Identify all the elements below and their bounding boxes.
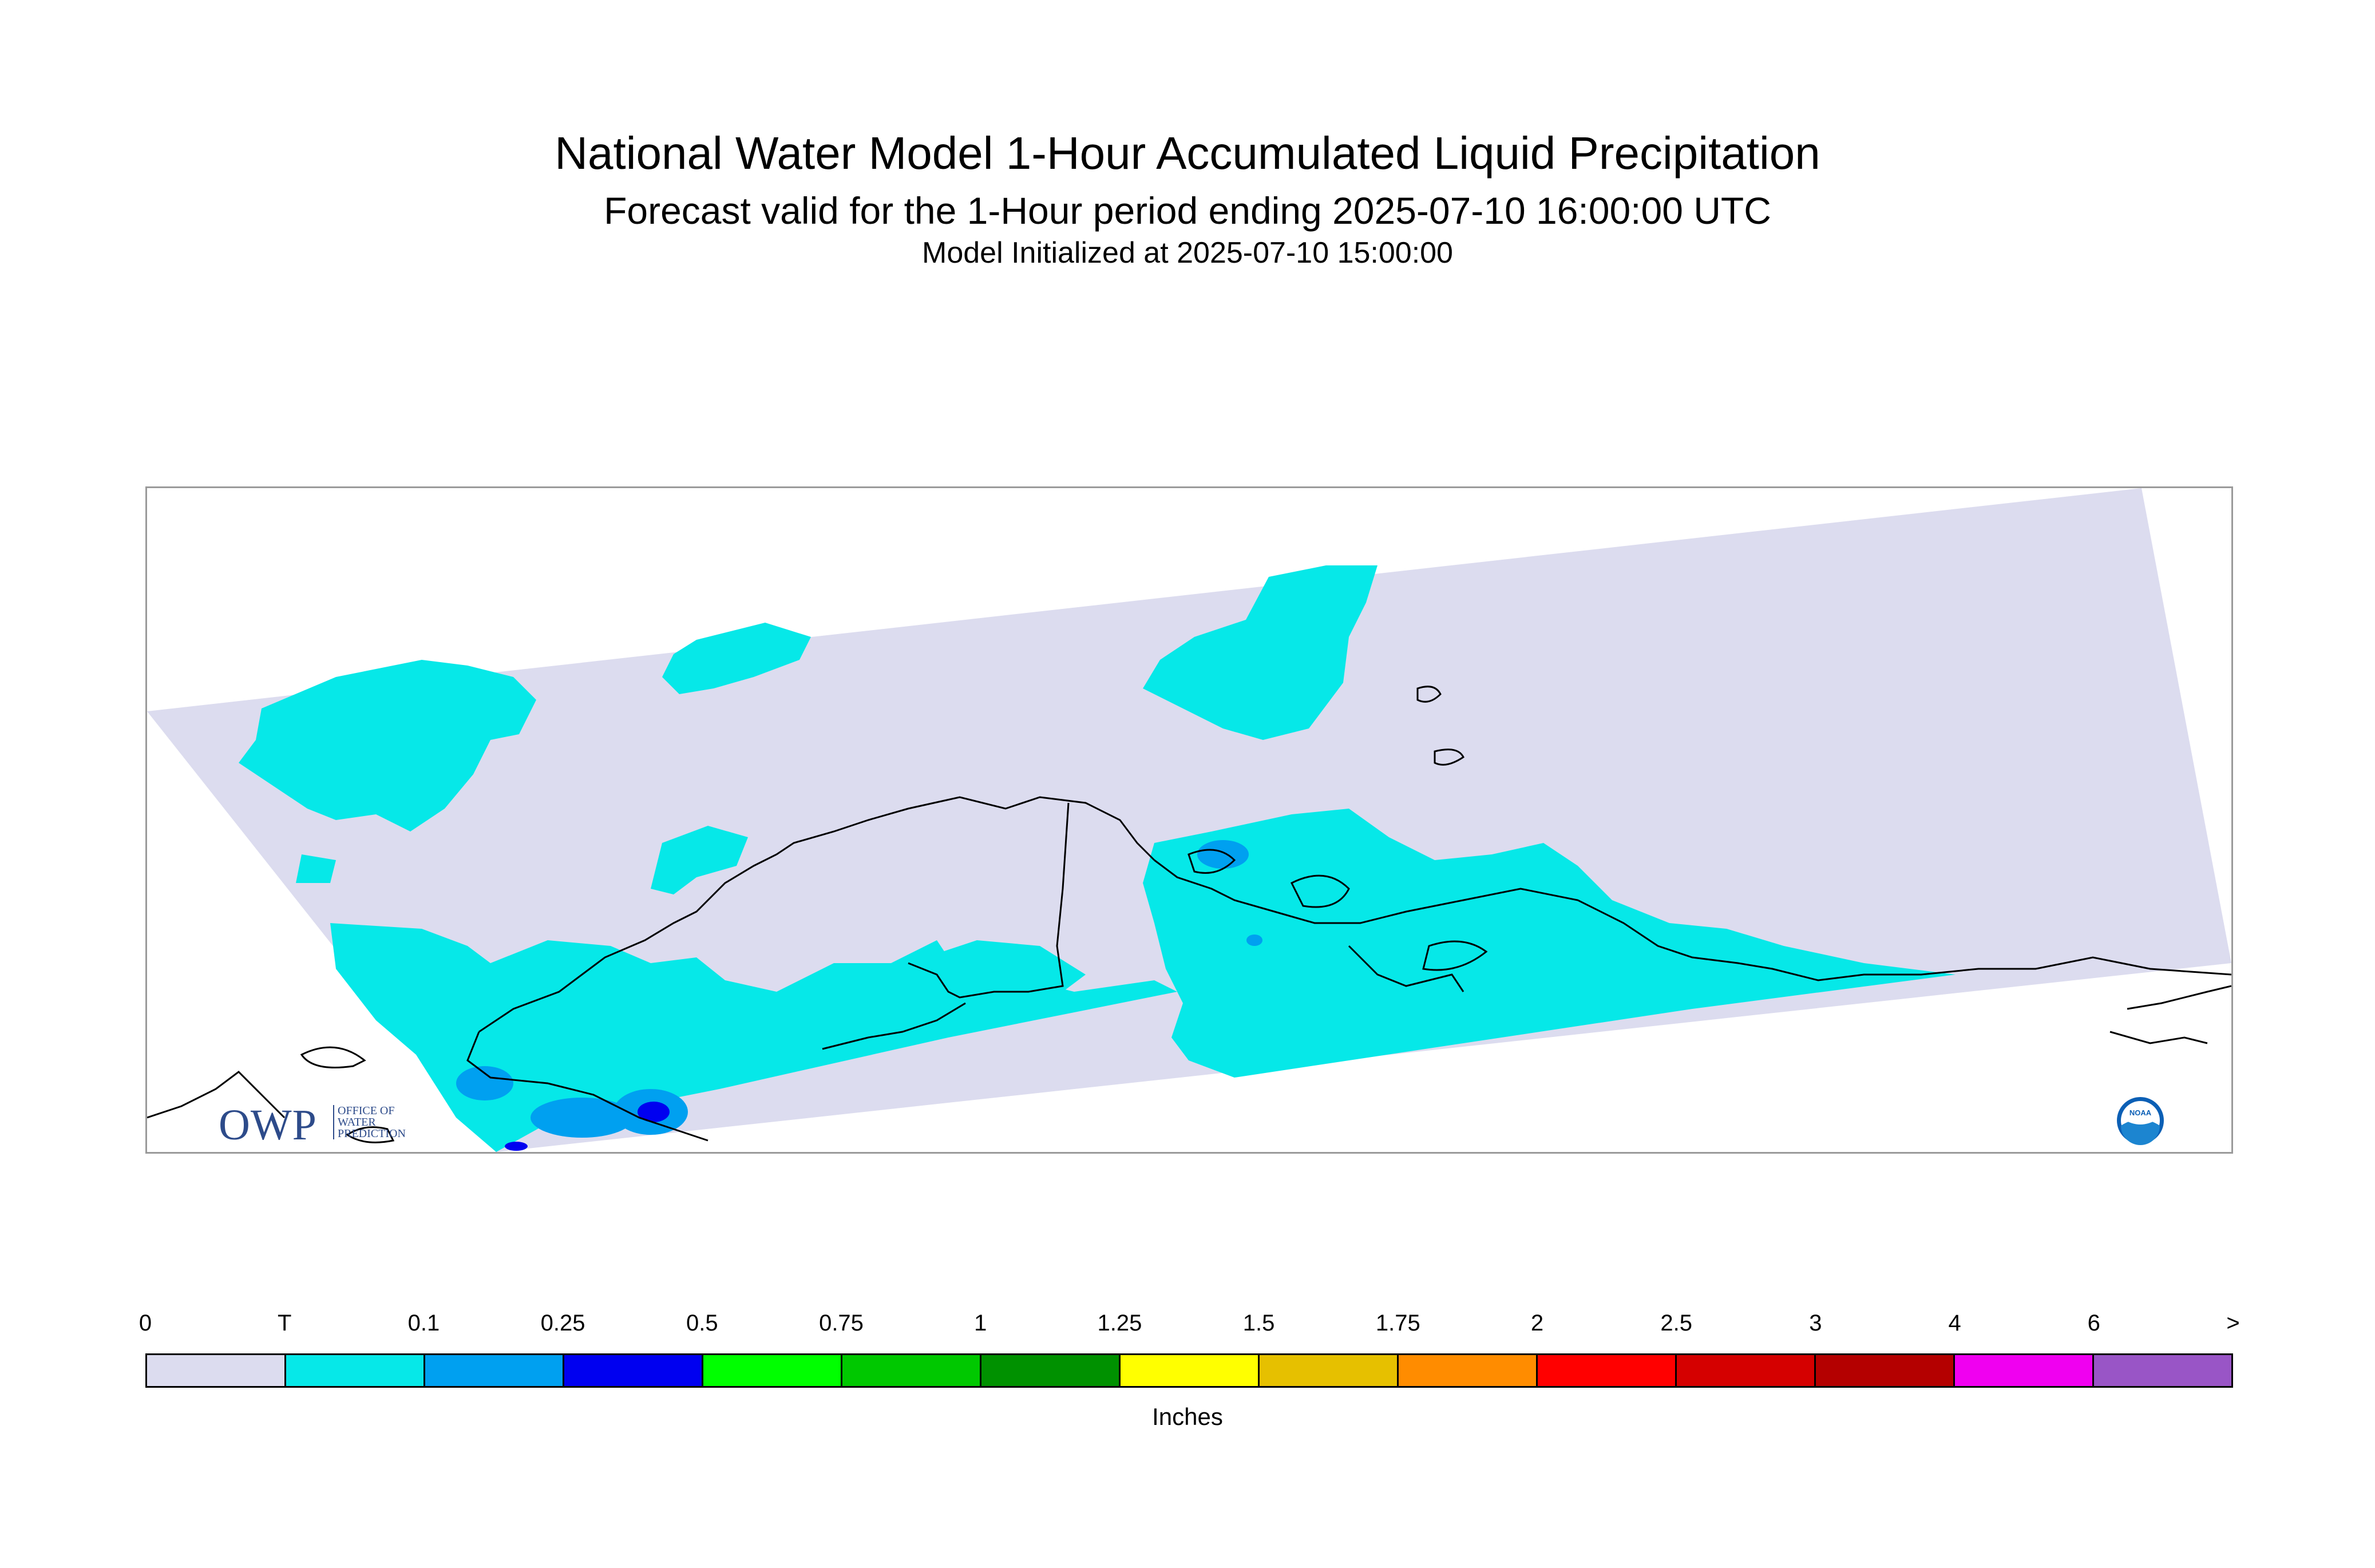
coastline-alaska-west — [478, 796, 1155, 1033]
legend-tick-label: 6 — [2087, 1310, 2100, 1336]
legend-swatch — [703, 1355, 842, 1386]
owp-sub-line-2: WATER — [338, 1116, 376, 1129]
legend-swatch — [1955, 1355, 2094, 1386]
svg-text:NOAA: NOAA — [2129, 1108, 2152, 1117]
legend-swatch — [147, 1355, 286, 1386]
trace-area-central-south — [908, 940, 1086, 997]
light-blue-precip-areas — [456, 840, 1262, 1138]
legend-tick-label: 0.1 — [407, 1310, 440, 1336]
legend-tick-label: 0.5 — [686, 1310, 718, 1336]
coastline-aleutian — [822, 1002, 966, 1050]
owp-sub-line-3: PREDICTION — [338, 1127, 406, 1140]
legend-tick-label: > — [2226, 1310, 2240, 1336]
coastline-pacific-nw — [2109, 1031, 2208, 1044]
model-init-text: Model Initialized at 2025-07-10 15:00:00 — [922, 236, 1453, 270]
island-arctic — [1416, 686, 1442, 703]
legend-tick-label: 1 — [974, 1310, 987, 1336]
legend-tick-labels: 0 T 0.1 0.25 0.5 0.75 1 1.25 1.5 1.75 2 2.5 3 4 6 > — [0, 1310, 2375, 1345]
legend-swatch — [425, 1355, 564, 1386]
border-canada — [908, 802, 1070, 999]
trace-precip-areas — [239, 565, 1956, 1152]
island-gulf-2 — [1290, 874, 1350, 908]
legend-tick-label: 2.5 — [1660, 1310, 1692, 1336]
legend-tick-label: 4 — [1948, 1310, 1961, 1336]
blue-precip-areas — [505, 1102, 670, 1151]
trace-area-west-small-2 — [296, 854, 336, 883]
island-nunivak — [346, 1126, 395, 1143]
legend-tick-label: 0.75 — [819, 1310, 864, 1336]
legend-tick-label: 1.25 — [1097, 1310, 1142, 1336]
legend-swatch — [1260, 1355, 1399, 1386]
legend-swatch — [1816, 1355, 1955, 1386]
legend-units: Inches — [1152, 1403, 1223, 1430]
island-st-lawrence — [300, 1046, 366, 1068]
color-legend — [145, 1353, 2233, 1388]
blue-area-2 — [505, 1142, 528, 1151]
legend-tick-label: 0 — [138, 1310, 152, 1336]
island-gulf-3 — [1422, 940, 1488, 971]
legend-swatch — [981, 1355, 1121, 1386]
legend-swatch — [1538, 1355, 1677, 1386]
trace-area-gulf — [1143, 809, 1956, 1078]
legend-swatch — [564, 1355, 703, 1386]
owp-sub-line-1: OFFICE OF — [338, 1104, 395, 1117]
legend-tick-label: 2 — [1530, 1310, 1544, 1336]
legend-tick-label: T — [277, 1310, 292, 1336]
light-area-5 — [1246, 935, 1262, 946]
trace-area-west-small — [651, 826, 748, 894]
legend-swatch — [286, 1355, 425, 1386]
light-area-1 — [1197, 840, 1249, 869]
coastline-yukon-kuskokwim — [466, 1031, 708, 1142]
peninsula-kenai — [1348, 945, 1464, 992]
map-panel: OWP OFFICE OF WATER PREDICTION NOAA — [145, 486, 2233, 1154]
legend-tick-label: 1.5 — [1242, 1310, 1275, 1336]
coastline-russia — [147, 1071, 286, 1119]
coastline-alaska-south — [1154, 859, 2231, 981]
island-gulf-1 — [1188, 849, 1236, 874]
owp-logo-letters: OWP — [219, 1101, 317, 1149]
light-area-2 — [456, 1066, 513, 1100]
legend-swatch — [1121, 1355, 1260, 1386]
coastline-southeast — [2127, 985, 2231, 1010]
island-arctic-2 — [1434, 749, 1464, 766]
owp-logo: OWP OFFICE OF WATER PREDICTION — [219, 1100, 406, 1150]
map-title: National Water Model 1-Hour Accumulated … — [555, 128, 1820, 179]
blue-area-1 — [638, 1102, 670, 1122]
noaa-logo: NOAA — [2117, 1097, 2164, 1145]
precipitation-map — [147, 488, 2231, 1152]
legend-swatch — [1399, 1355, 1538, 1386]
legend-tick-label: 1.75 — [1375, 1310, 1420, 1336]
legend-tick-label: 0.25 — [540, 1310, 585, 1336]
legend-swatch — [1677, 1355, 1816, 1386]
legend-swatch — [2094, 1355, 2231, 1386]
light-area-3 — [531, 1098, 634, 1138]
trace-area-north-east — [1143, 565, 1378, 740]
legend-swatch — [842, 1355, 981, 1386]
trace-area-north-central — [662, 623, 811, 694]
owp-logo-subtext: OFFICE OF WATER PREDICTION — [333, 1105, 406, 1139]
forecast-valid-subtitle: Forecast valid for the 1-Hour period end… — [604, 189, 1771, 232]
trace-area-north-west — [239, 660, 536, 831]
legend-tick-label: 3 — [1809, 1310, 1822, 1336]
coastlines — [147, 686, 2231, 1143]
